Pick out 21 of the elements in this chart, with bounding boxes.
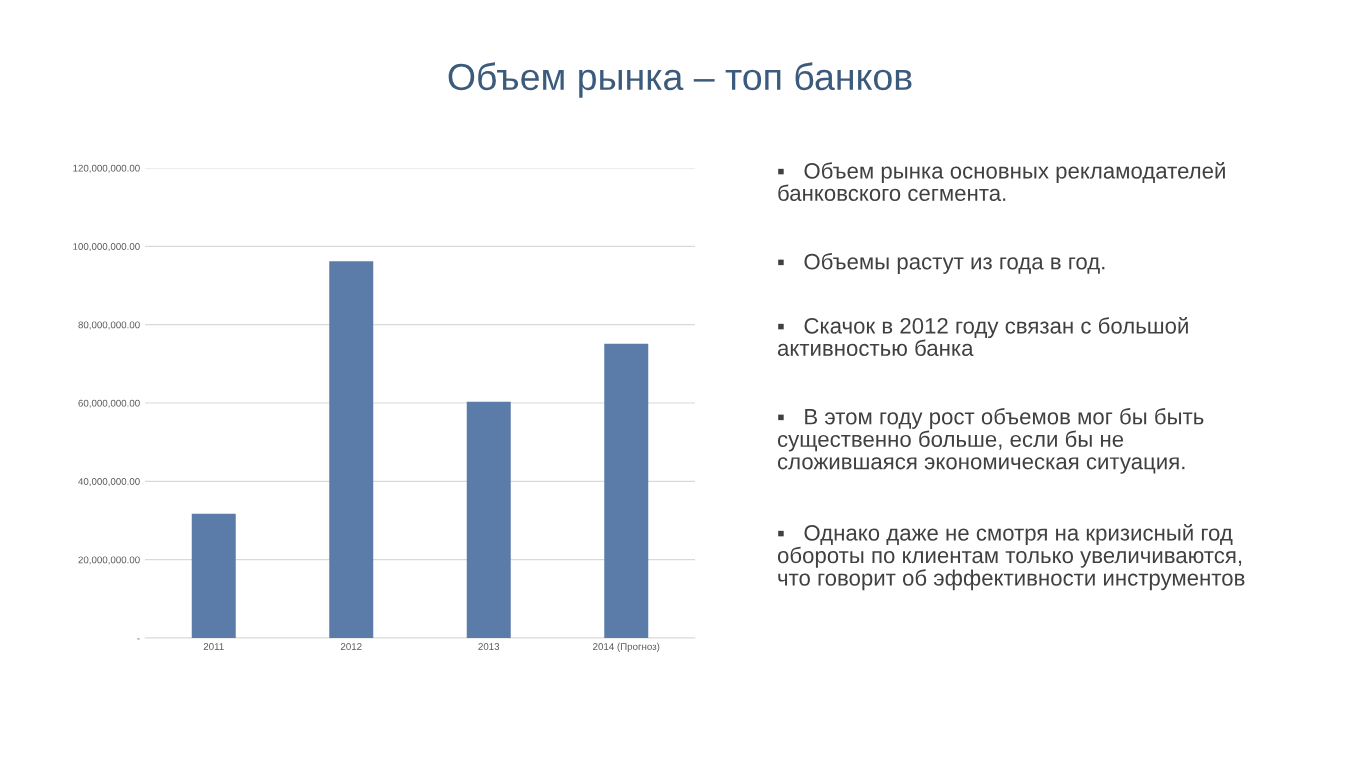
- x-tick-label: 2011: [203, 643, 224, 650]
- x-tick-label: 2012: [340, 643, 362, 650]
- y-tick-label: 60,000,000.00: [78, 399, 140, 408]
- y-tick-label: -: [137, 638, 140, 640]
- bar: [466, 401, 511, 638]
- chart-title: Объем рынка – топ банков: [448, 62, 912, 98]
- text: ▪ В этом году рост объемов мог бы быть существенно больше, если бы не сложившаяся экономическая ситуация.: [777, 408, 1204, 474]
- y-tick-label: 80,000,000.00: [78, 321, 140, 330]
- y-tick-label: 20,000,000.00: [78, 556, 140, 565]
- y-tick-label: 100,000,000.00: [73, 243, 140, 252]
- text: ▪ Однако даже не смотря на кризисный год обороты по клиентам только увеличиваются, что говорит об эффективности инструментов: [777, 524, 1245, 591]
- x-tick-label: 2014 (Прогноз): [593, 642, 660, 652]
- bar: [329, 261, 374, 638]
- text: ▪ Скачок в 2012 году связан с большой активностью банка: [777, 317, 1188, 357]
- x-tick-label: 2013: [478, 643, 500, 650]
- text: ▪ Объемы растут из года в год.: [778, 253, 1105, 274]
- bar: [191, 513, 236, 638]
- y-tick-label: 40,000,000.00: [78, 478, 140, 487]
- bar: [604, 343, 649, 638]
- y-tick-label: 120,000,000.00: [73, 164, 140, 173]
- text: ▪ Объем рынка основных рекламодателей банковского сегмента.: [778, 162, 1225, 202]
